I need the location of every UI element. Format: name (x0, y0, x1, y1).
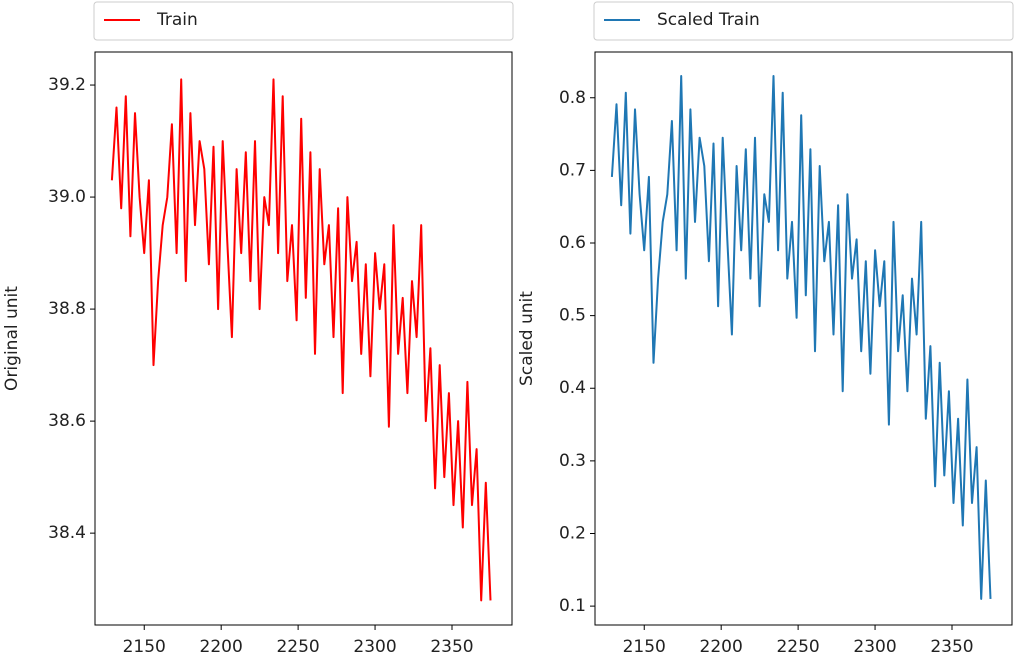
x-tick-label: 2300 (853, 637, 896, 657)
y-tick-label: 0.4 (559, 378, 586, 398)
x-tick-label: 2250 (776, 637, 819, 657)
y-tick-label: 39.2 (48, 75, 86, 95)
legend-box (593, 1, 1014, 41)
legend-box (93, 1, 514, 41)
y-tick-label: 0.6 (559, 233, 586, 253)
y-tick-label: 38.8 (48, 299, 86, 319)
y-axis-label: Original unit (2, 286, 22, 391)
y-tick-label: 0.8 (559, 88, 586, 108)
x-tick-label: 2250 (276, 637, 319, 657)
plot-frame (594, 51, 1013, 626)
x-tick-label: 2200 (200, 637, 243, 657)
series-line (110, 78, 492, 602)
x-tick-label: 2300 (353, 637, 396, 657)
x-tick-label: 2150 (123, 637, 166, 657)
y-axis-label: Scaled unit (517, 291, 537, 386)
plot-frame (94, 51, 513, 626)
y-tick-label: 38.4 (48, 523, 86, 543)
y-tick-label: 0.1 (559, 596, 586, 616)
series-line (610, 75, 992, 600)
y-tick-label: 0.7 (559, 160, 586, 180)
y-tick-label: 0.3 (559, 451, 586, 471)
x-tick-label: 2150 (623, 637, 666, 657)
x-tick-label: 2350 (930, 637, 973, 657)
y-tick-label: 0.2 (559, 523, 586, 543)
legend-label: Scaled Train (657, 10, 760, 30)
y-tick-label: 0.5 (559, 306, 586, 326)
y-tick-label: 39.0 (48, 187, 86, 207)
x-tick-label: 2350 (430, 637, 473, 657)
x-tick-label: 2200 (700, 637, 743, 657)
legend-label: Train (156, 10, 198, 30)
y-tick-label: 38.6 (48, 411, 86, 431)
